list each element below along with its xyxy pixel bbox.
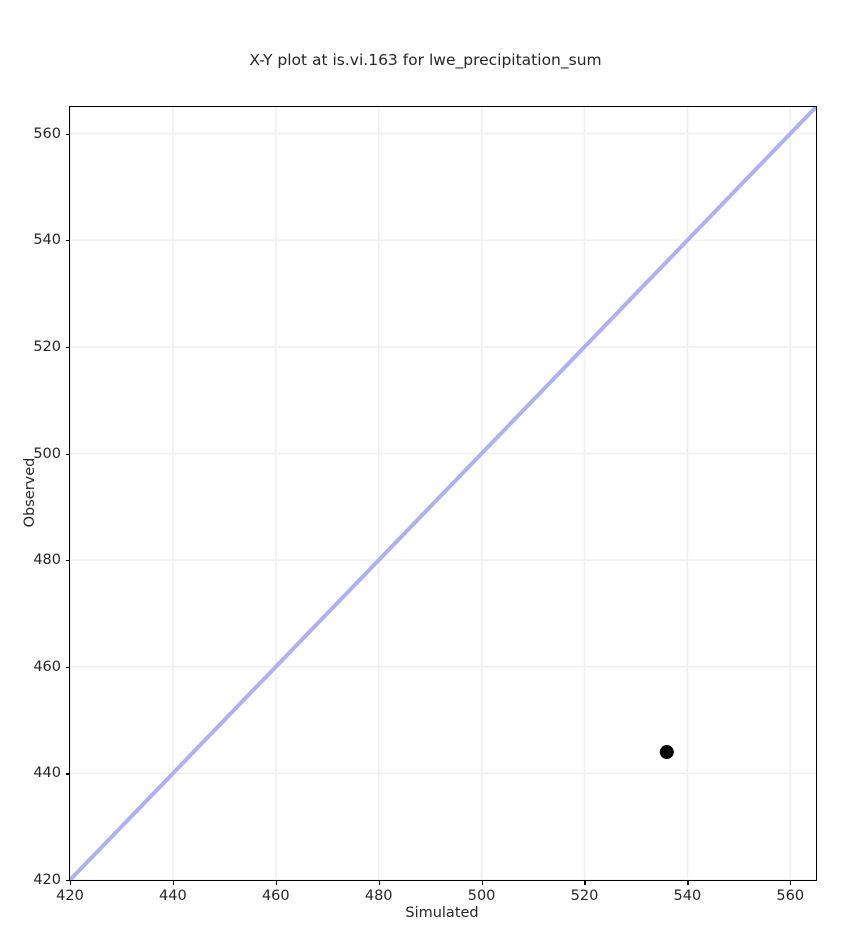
x-tick-mark bbox=[378, 880, 380, 885]
y-tick-mark bbox=[65, 560, 70, 562]
x-tick-mark bbox=[790, 880, 792, 885]
y-tick-mark bbox=[65, 133, 70, 135]
x-tick-mark bbox=[584, 880, 586, 885]
data-point-marker bbox=[659, 745, 674, 760]
x-tick-label: 500 bbox=[467, 888, 496, 904]
y-tick-label: 460 bbox=[33, 658, 61, 675]
y-tick-label: 560 bbox=[33, 125, 61, 142]
x-axis-label: Simulated bbox=[405, 905, 479, 921]
y-axis-label: Observed bbox=[22, 457, 38, 528]
y-tick-label: 480 bbox=[33, 552, 61, 569]
grid-lines bbox=[70, 107, 816, 880]
data-layer bbox=[70, 107, 816, 880]
x-tick-mark bbox=[687, 880, 689, 885]
y-tick-mark bbox=[65, 346, 70, 349]
x-tick-label: 460 bbox=[261, 888, 290, 904]
x-tick-label: 420 bbox=[56, 888, 84, 904]
chart-title-line-1: X-Y plot at is.vi.163 for lwe_precipitat… bbox=[249, 51, 602, 69]
y-tick-mark bbox=[65, 240, 70, 242]
x-tick-label: 520 bbox=[570, 888, 599, 904]
x-tick-mark bbox=[481, 880, 483, 885]
reference-line bbox=[70, 107, 816, 880]
plot-area bbox=[70, 107, 816, 880]
y-tick-label: 540 bbox=[33, 232, 61, 249]
x-tick-mark bbox=[70, 880, 72, 885]
y-tick-mark bbox=[65, 453, 70, 455]
y-tick-label: 440 bbox=[33, 765, 61, 782]
y-tick-label: 520 bbox=[33, 338, 61, 355]
y-tick-mark bbox=[65, 773, 70, 775]
x-tick-label: 480 bbox=[364, 888, 393, 904]
x-tick-mark bbox=[275, 880, 277, 885]
y-tick-mark bbox=[65, 880, 70, 882]
x-tick-label: 560 bbox=[776, 888, 805, 904]
y-tick-label: 500 bbox=[33, 445, 61, 462]
plot-axes: 420 440 460 480 500 520 540 560 420 440 460 480 500 5… bbox=[33, 106, 817, 904]
x-tick-label: 540 bbox=[673, 888, 702, 904]
y-tick-mark bbox=[65, 666, 70, 668]
x-tick-mark bbox=[172, 880, 175, 885]
y-tick-label: 420 bbox=[33, 872, 61, 888]
x-tick-label: 440 bbox=[159, 888, 187, 904]
